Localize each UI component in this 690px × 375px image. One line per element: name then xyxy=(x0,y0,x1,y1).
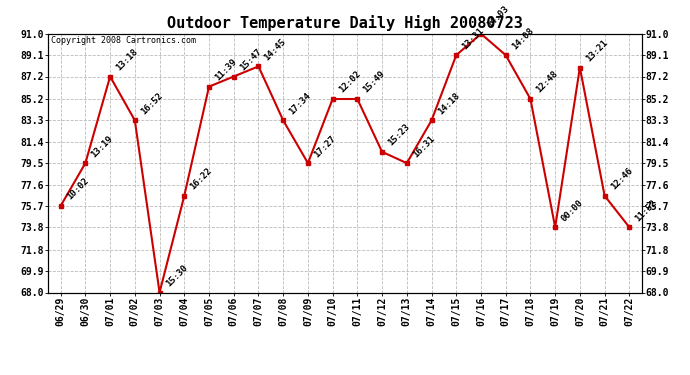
Text: 15:49: 15:49 xyxy=(362,69,387,95)
Text: 10:02: 10:02 xyxy=(65,176,90,202)
Text: 16:31: 16:31 xyxy=(411,134,436,159)
Text: 15:30: 15:30 xyxy=(164,263,189,288)
Text: 14:03: 14:03 xyxy=(485,4,511,30)
Text: 16:52: 16:52 xyxy=(139,91,164,116)
Text: 11:39: 11:39 xyxy=(213,57,239,82)
Text: 16:22: 16:22 xyxy=(188,166,214,192)
Text: 13:21: 13:21 xyxy=(584,38,609,63)
Title: Outdoor Temperature Daily High 20080723: Outdoor Temperature Daily High 20080723 xyxy=(167,15,523,31)
Text: 14:45: 14:45 xyxy=(263,37,288,62)
Text: 17:27: 17:27 xyxy=(312,134,337,159)
Text: 13:31: 13:31 xyxy=(460,26,486,51)
Text: 14:08: 14:08 xyxy=(510,26,535,51)
Text: 13:19: 13:19 xyxy=(90,134,115,159)
Text: 15:47: 15:47 xyxy=(238,47,264,72)
Text: 15:23: 15:23 xyxy=(386,122,412,148)
Text: 12:46: 12:46 xyxy=(609,166,634,192)
Text: 17:34: 17:34 xyxy=(287,91,313,116)
Text: 13:18: 13:18 xyxy=(115,47,139,72)
Text: 12:02: 12:02 xyxy=(337,69,362,95)
Text: 11:52: 11:52 xyxy=(633,198,659,223)
Text: 12:48: 12:48 xyxy=(535,69,560,95)
Text: Copyright 2008 Cartronics.com: Copyright 2008 Cartronics.com xyxy=(51,36,196,45)
Text: 00:00: 00:00 xyxy=(560,198,584,223)
Text: 14:18: 14:18 xyxy=(435,91,461,116)
